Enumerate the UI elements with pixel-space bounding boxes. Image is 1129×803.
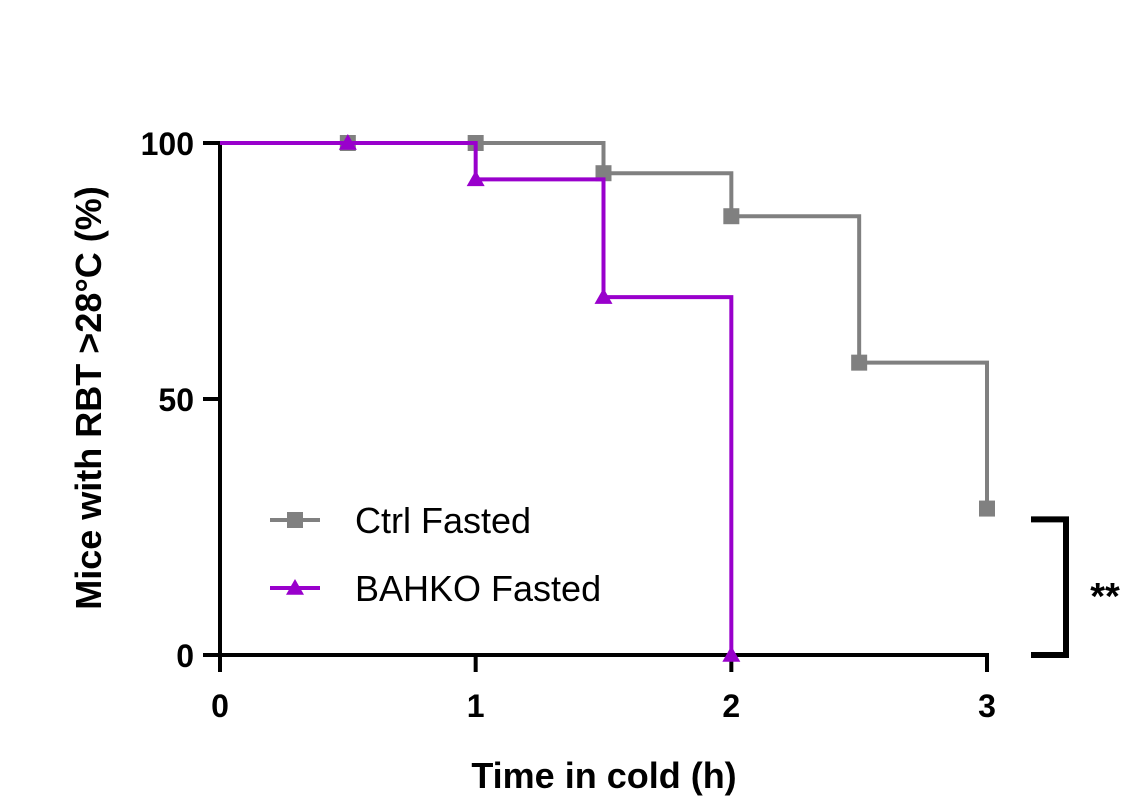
axes: 0 1 2 3 0 50 100: [141, 126, 996, 724]
x-tick-label: 0: [211, 688, 229, 724]
legend-item: BAHKO Fasted: [270, 568, 601, 609]
data-point: [979, 501, 995, 517]
x-tick-label: 3: [978, 688, 996, 724]
x-tick-label: 2: [722, 688, 740, 724]
data-point: [851, 355, 867, 371]
data-point: [723, 208, 739, 224]
series-ctrl-fasted: [220, 135, 995, 517]
legend-label: Ctrl Fasted: [355, 500, 531, 541]
y-tick-label: 0: [176, 638, 194, 674]
series-layer: [220, 134, 995, 662]
legend-item: Ctrl Fasted: [270, 500, 531, 541]
legend: Ctrl Fasted BAHKO Fasted: [270, 500, 601, 609]
significance-label: **: [1090, 576, 1120, 618]
x-axis-title: Time in cold (h): [471, 755, 736, 796]
legend-label: BAHKO Fasted: [355, 568, 601, 609]
significance-annotation: **: [1031, 519, 1120, 655]
y-tick-label: 100: [141, 126, 194, 162]
x-tick-label: 1: [467, 688, 485, 724]
y-tick-label: 50: [158, 382, 194, 418]
legend-marker: [287, 512, 303, 528]
significance-bracket: [1031, 519, 1066, 655]
y-axis-title: Mice with RBT >28°C (%): [68, 186, 109, 609]
